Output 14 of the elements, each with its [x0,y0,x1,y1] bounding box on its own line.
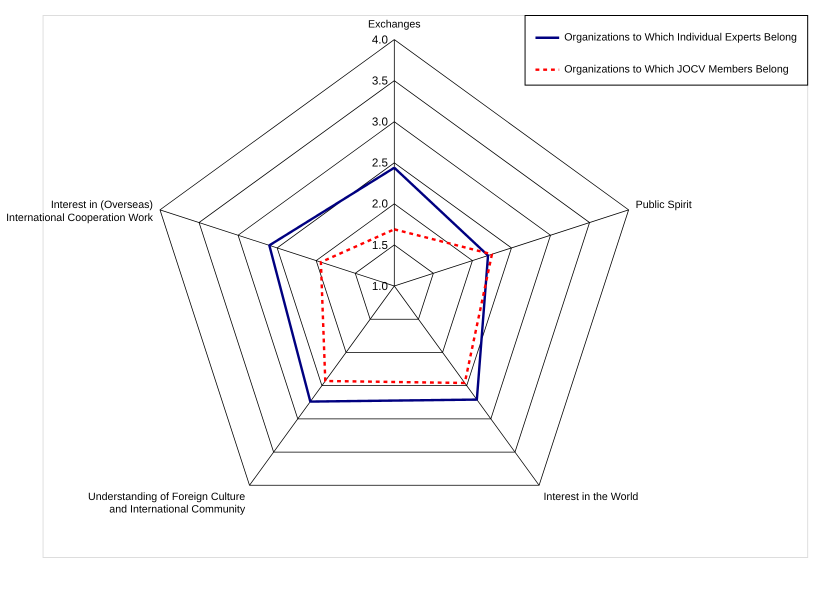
legend-label: Organizations to Which Individual Experts Belong [564,32,798,44]
y-tick-label: 1.5 [372,238,388,252]
spoke-label: Interest in the World [543,491,638,504]
y-tick-label: 3.0 [372,116,388,129]
y-tick-label: 3.5 [372,74,388,88]
spoke-label: Exchanges [368,18,421,31]
y-tick-label: 1.0 [372,280,388,293]
spoke-label: Understanding of Foreign Culture and International Community [88,491,246,516]
y-tick-label: 2.5 [372,156,388,170]
legend-label: Organizations to Which JOCV Members Belong [564,64,789,76]
spoke-label: Public Spirit [636,199,692,212]
spoke-label: Interest in (Overseas) International Cooperation Work [6,199,154,224]
y-tick-label: 4.0 [372,33,388,46]
y-tick-label: 2.0 [372,198,388,211]
